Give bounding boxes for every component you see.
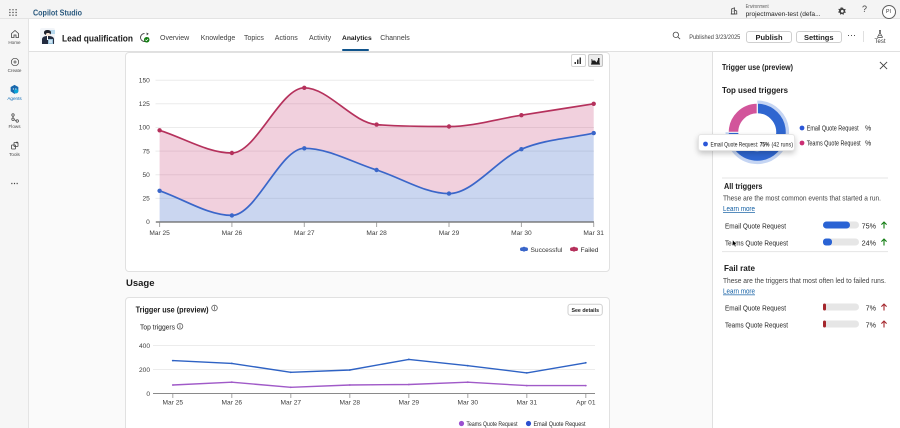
svg-text:Successful: Successful: [531, 247, 563, 254]
svg-text:75: 75: [142, 148, 150, 155]
svg-text:Email Quote Request: 75%: Email Quote Request: 75%: [710, 141, 769, 148]
svg-text:Teams Quote Request: Teams Quote Request: [725, 239, 788, 248]
svg-text:24%: 24%: [862, 239, 877, 248]
svg-text:Mar 26: Mar 26: [222, 400, 243, 407]
svg-text:Mar 29: Mar 29: [399, 400, 420, 407]
svg-text:Mar 29: Mar 29: [439, 230, 460, 237]
svg-text:Top used triggers: Top used triggers: [722, 86, 788, 95]
svg-text:Apr 01: Apr 01: [576, 400, 596, 407]
svg-text:7%: 7%: [866, 304, 877, 313]
svg-text:Mar 26: Mar 26: [222, 230, 243, 237]
svg-text:0: 0: [146, 219, 150, 226]
svg-text:Email Quote Request: Email Quote Request: [725, 304, 786, 313]
svg-text:50: 50: [142, 172, 150, 179]
svg-text:Learn more: Learn more: [723, 206, 755, 213]
svg-text:See details: See details: [572, 308, 600, 314]
svg-text:75%: 75%: [862, 222, 877, 231]
svg-text:25: 25: [142, 196, 150, 203]
svg-text:Lead qualification: Lead qualification: [62, 33, 133, 44]
svg-text:These are the most common even: These are the most common events that st…: [723, 196, 881, 203]
svg-text:Environment: Environment: [746, 4, 769, 10]
svg-text:Trigger use (preview): Trigger use (preview): [136, 306, 209, 315]
svg-text:Email Quote Request: Email Quote Request: [807, 126, 859, 133]
svg-text:Failed: Failed: [581, 247, 599, 254]
svg-text:Email Quote Request: Email Quote Request: [725, 222, 786, 231]
svg-text:Top triggers: Top triggers: [140, 323, 175, 332]
svg-text:100: 100: [139, 125, 150, 132]
svg-text:Email Quote Request: Email Quote Request: [534, 421, 586, 428]
svg-text:200: 200: [139, 367, 150, 374]
svg-text:0: 0: [146, 391, 150, 398]
svg-text:Published 3/23/2025: Published 3/23/2025: [689, 34, 740, 41]
svg-text:Teams Quote Request: Teams Quote Request: [807, 141, 861, 148]
svg-text:Mar 27: Mar 27: [294, 230, 315, 237]
svg-text:400: 400: [139, 343, 150, 350]
svg-text:Mar 30: Mar 30: [511, 230, 532, 237]
svg-text:125: 125: [139, 101, 150, 108]
svg-text:Mar 31: Mar 31: [517, 400, 538, 407]
svg-text:Mar 31: Mar 31: [583, 230, 604, 237]
svg-text:Mar 28: Mar 28: [366, 230, 387, 237]
svg-text:Mar 28: Mar 28: [340, 400, 361, 407]
svg-text:Trigger use (preview): Trigger use (preview): [722, 63, 793, 72]
svg-text:Learn more: Learn more: [723, 289, 755, 296]
svg-text:7%: 7%: [866, 321, 877, 330]
svg-text:(42 runs): (42 runs): [771, 141, 793, 148]
svg-text:%: %: [865, 126, 871, 133]
svg-text:Mar 30: Mar 30: [458, 400, 479, 407]
svg-text:Mar 25: Mar 25: [149, 230, 170, 237]
svg-text:These are the triggers that mo: These are the triggers that most often l…: [723, 278, 886, 285]
svg-text:Teams Quote Request: Teams Quote Request: [467, 421, 518, 428]
svg-text:150: 150: [139, 77, 150, 84]
svg-text:Copilot Studio: Copilot Studio: [33, 7, 82, 17]
svg-text:Teams Quote Request: Teams Quote Request: [725, 321, 788, 330]
svg-text:projectmaven-test (defa...: projectmaven-test (defa...: [746, 11, 821, 18]
svg-text:Mar 25: Mar 25: [163, 400, 184, 407]
svg-text:Mar 27: Mar 27: [281, 400, 302, 407]
svg-text:Fail rate: Fail rate: [724, 264, 755, 273]
svg-text:All triggers: All triggers: [724, 182, 763, 191]
svg-text:%: %: [865, 141, 871, 148]
